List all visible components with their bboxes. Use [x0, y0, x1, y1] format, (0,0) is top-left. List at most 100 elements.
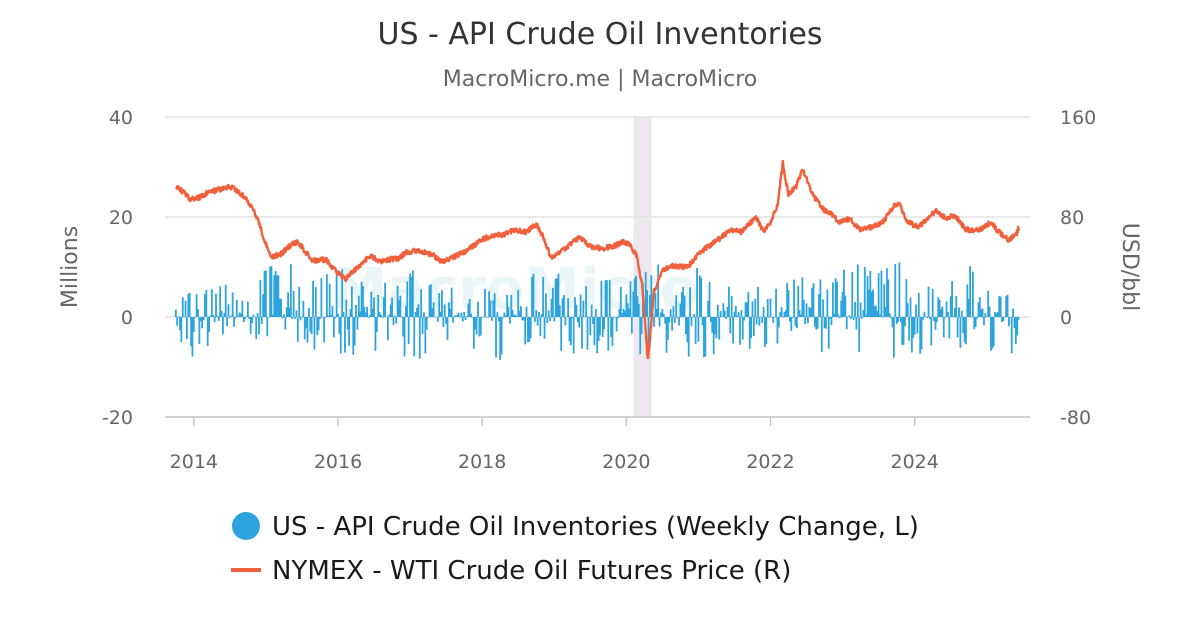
inventory-bar [691, 316, 694, 318]
inventory-bar [533, 317, 536, 322]
inventory-bar [941, 306, 944, 317]
inventory-bar [718, 317, 721, 340]
inventory-bar [174, 309, 177, 317]
inventory-bar [409, 273, 411, 317]
inventory-bar [786, 282, 789, 317]
inventory-bar [545, 293, 547, 317]
inventory-bar [834, 278, 837, 317]
inventory-bar [960, 310, 963, 317]
inventory-bar [429, 284, 432, 317]
legend[interactable]: US - API Crude Oil Inventories (Weekly C… [231, 512, 919, 586]
inventory-bar [622, 308, 625, 317]
inventory-bar [452, 317, 454, 323]
inventory-bar [776, 317, 779, 344]
inventory-bar [772, 317, 775, 323]
inventory-bar [705, 317, 708, 318]
inventory-bar [607, 317, 610, 351]
inventory-bar [912, 317, 915, 338]
inventory-bar [653, 317, 655, 327]
inventory-bar [696, 267, 698, 317]
inventory-bar [421, 317, 424, 335]
inventory-bar [391, 297, 393, 317]
inventory-bar [686, 317, 689, 343]
inventory-bar [260, 317, 263, 325]
inventory-bar [879, 314, 881, 317]
inventory-bar [668, 317, 671, 323]
inventory-bar [841, 291, 844, 317]
inventory-bar [637, 304, 640, 317]
inventory-bar [991, 317, 994, 349]
inventory-bar [736, 315, 739, 317]
inventory-bar [387, 317, 389, 341]
inventory-bar [389, 304, 392, 317]
inventory-bar [973, 317, 976, 330]
inventory-bar [640, 317, 643, 335]
inventory-bar [525, 306, 528, 317]
inventory-bar [676, 317, 679, 319]
x-tick-label: 2022 [746, 451, 794, 473]
inventory-bar [836, 281, 838, 317]
inventory-bar [732, 317, 734, 344]
inventory-bar [729, 317, 732, 334]
inventory-bar [305, 317, 308, 329]
inventory-bar [608, 280, 611, 317]
inventory-bar [583, 317, 586, 318]
inventory-bar [861, 317, 863, 319]
inventory-bar [725, 317, 728, 319]
inventory-bar [926, 317, 929, 319]
inventory-bar [538, 311, 540, 317]
inventory-bar [582, 300, 585, 317]
inventory-bar [177, 316, 180, 317]
inventory-bar [990, 317, 992, 351]
inventory-bar [402, 317, 405, 337]
y-left-tick-label: 20 [109, 207, 133, 229]
inventory-bar [472, 317, 475, 349]
inventory-bar [377, 295, 380, 317]
inventory-bar [447, 302, 450, 317]
inventory-bar [937, 297, 940, 317]
inventory-bar [438, 293, 441, 317]
inventory-bar [945, 301, 948, 317]
inventory-bar [646, 290, 649, 317]
inventory-bar [661, 309, 664, 317]
inventory-bar [630, 317, 633, 334]
inventory-bar [768, 316, 771, 318]
inventory-bar [770, 317, 773, 318]
inventory-bar [597, 317, 600, 342]
inventory-bar [721, 316, 723, 318]
inventory-bar [227, 304, 230, 317]
inventory-bar [690, 317, 693, 326]
inventory-bar [581, 317, 583, 349]
inventory-bar [971, 271, 974, 317]
inventory-bar [338, 317, 341, 334]
inventory-bar [528, 317, 531, 342]
inventory-bar [625, 294, 628, 317]
inventory-bar [802, 299, 805, 317]
inventory-bar [827, 317, 830, 349]
inventory-bar [913, 317, 916, 335]
legend-item-inventories[interactable]: US - API Crude Oil Inventories (Weekly C… [232, 512, 919, 542]
inventory-bar [416, 307, 418, 317]
inventory-bar [427, 317, 430, 318]
inventory-bar [195, 294, 198, 317]
y-left-tick-label: 40 [109, 107, 133, 129]
inventory-bar [251, 317, 253, 324]
inventory-bar [592, 317, 594, 324]
inventory-bar [392, 317, 395, 326]
inventory-bar [701, 317, 704, 326]
x-tick-label: 2018 [458, 451, 506, 473]
inventory-bar [277, 275, 280, 317]
inventory-bar [245, 316, 248, 317]
inventory-bar [307, 307, 310, 317]
inventory-bar [951, 281, 953, 317]
inventory-bar [490, 317, 493, 321]
inventory-bar [180, 317, 183, 343]
inventory-bar [241, 300, 244, 317]
inventory-bar [657, 264, 660, 317]
inventory-bar [791, 317, 794, 319]
inventory-bar [191, 317, 194, 357]
inventory-bar [417, 304, 420, 317]
legend-item-wti[interactable]: NYMEX - WTI Crude Oil Futures Price (R) [231, 556, 791, 586]
inventory-bar [298, 286, 301, 317]
inventory-bar [1008, 317, 1010, 327]
